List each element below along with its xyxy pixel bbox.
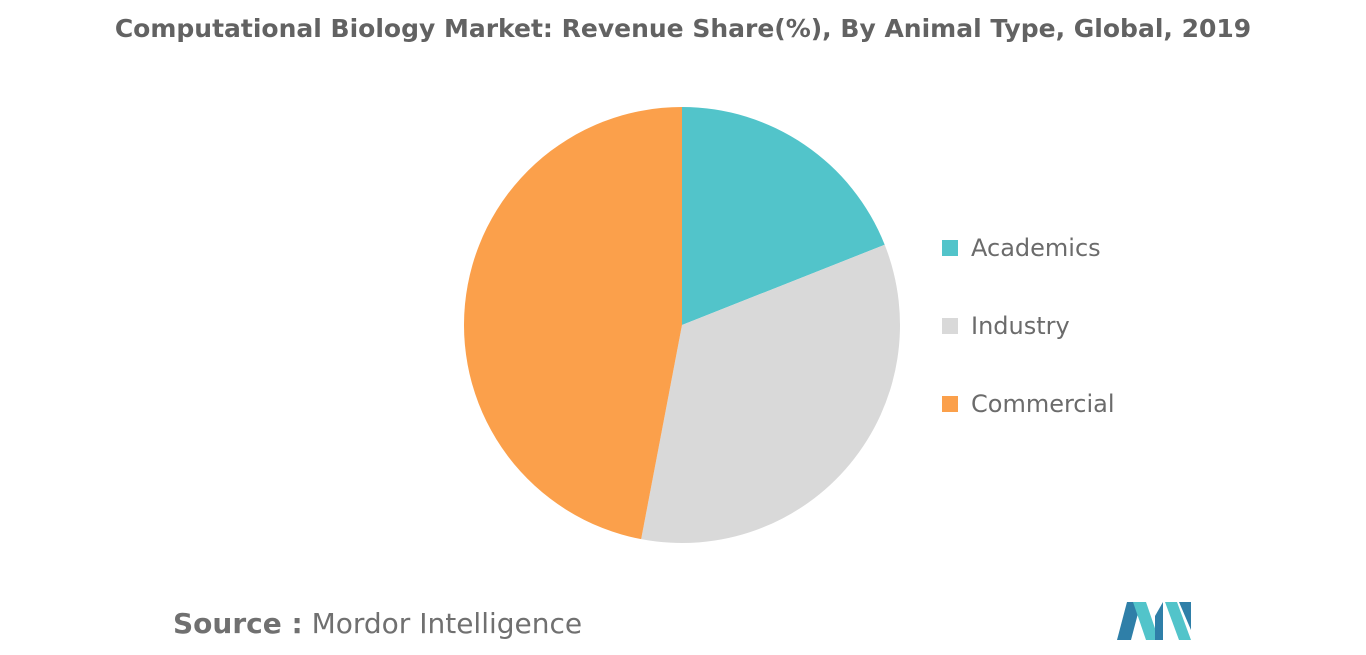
pie-slice-academics [682,107,885,325]
source-label: Source : [173,607,303,640]
legend-item-commercial: Commercial [942,384,1115,424]
source-note: Source : Mordor Intelligence [173,607,582,640]
mordor-intelligence-logo-icon [1117,602,1191,640]
logo-left-diagonal [1133,602,1159,640]
legend-swatch-industry [942,318,958,334]
legend-label-industry: Industry [971,312,1070,340]
pie-slice-commercial [463,107,682,540]
legend: Academics Industry Commercial [942,228,1115,462]
legend-item-industry: Industry [942,306,1115,346]
legend-item-academics: Academics [942,228,1115,268]
logo-middle-bar [1155,602,1163,640]
logo-right-bar [1179,602,1191,630]
logo-right-diagonal [1165,602,1191,640]
logo-left-bar [1117,602,1141,640]
legend-label-commercial: Commercial [971,390,1115,418]
legend-label-academics: Academics [971,234,1101,262]
legend-swatch-commercial [942,396,958,412]
legend-swatch-academics [942,240,958,256]
source-text: Mordor Intelligence [311,607,583,640]
chart-title: Computational Biology Market: Revenue Sh… [114,14,1252,43]
pie-slice-industry [641,244,900,544]
